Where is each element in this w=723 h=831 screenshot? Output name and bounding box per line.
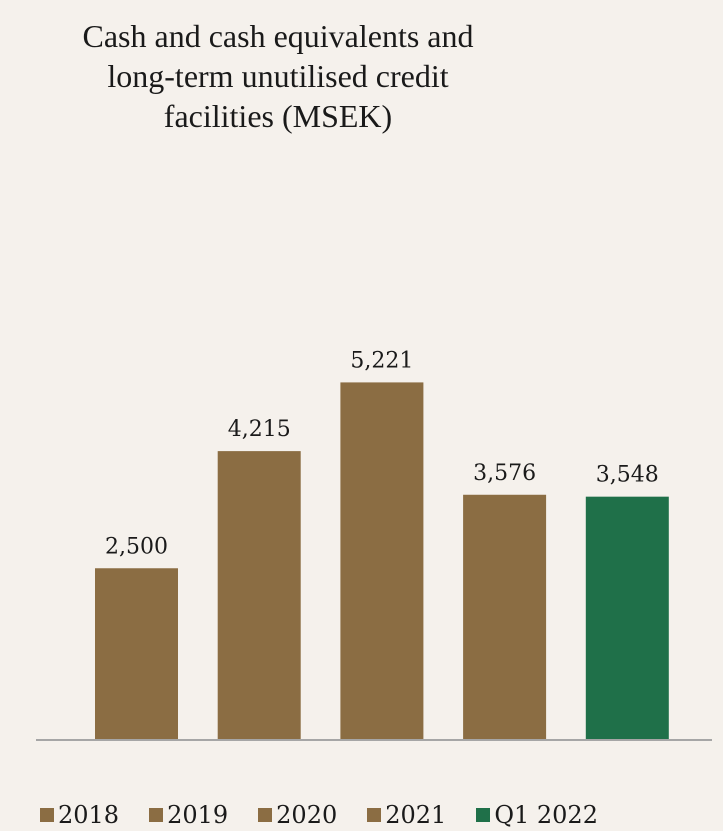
legend-item-2021: 2021 <box>367 801 446 829</box>
bar-2020 <box>340 382 424 739</box>
data-label-2020: 5,221 <box>350 348 413 373</box>
bar-2021 <box>463 494 547 739</box>
chart-title-line-3: facilities (MSEK) <box>163 98 393 134</box>
legend-item-2018: 2018 <box>40 801 119 829</box>
legend-label: 2020 <box>276 801 338 829</box>
data-label-q1-2022: 3,548 <box>596 463 659 488</box>
chart-title-line-2: long-term unutilised credit <box>107 58 449 94</box>
legend-item-2019: 2019 <box>149 801 228 829</box>
legend-swatch <box>149 808 164 822</box>
legend-item-2020: 2020 <box>258 801 337 829</box>
legend-item-q1-2022: Q1 2022 <box>476 801 598 829</box>
bar-2019 <box>217 451 301 739</box>
chart-title: Cash and cash equivalents and long-term … <box>0 16 556 136</box>
chart-title-line-1: Cash and cash equivalents and <box>82 18 474 54</box>
legend-label: 2021 <box>385 801 447 829</box>
legend-swatch <box>40 808 54 822</box>
bar-q1-2022 <box>585 496 669 739</box>
data-label-2018: 2,500 <box>105 534 168 559</box>
chart-legend: 2018 2019 2020 2021 Q1 2022 <box>40 800 598 830</box>
legend-label: 2018 <box>58 801 120 829</box>
data-label-2021: 3,576 <box>473 461 536 486</box>
legend-label: 2019 <box>167 801 229 829</box>
legend-swatch <box>476 808 491 822</box>
bar-2018 <box>95 568 178 739</box>
legend-swatch <box>258 808 273 822</box>
legend-label: Q1 2022 <box>494 801 598 829</box>
bar-chart: 2,500 4,215 5,221 3,576 3,548 <box>36 348 712 741</box>
legend-swatch <box>367 808 382 822</box>
data-label-2019: 4,215 <box>228 417 291 442</box>
